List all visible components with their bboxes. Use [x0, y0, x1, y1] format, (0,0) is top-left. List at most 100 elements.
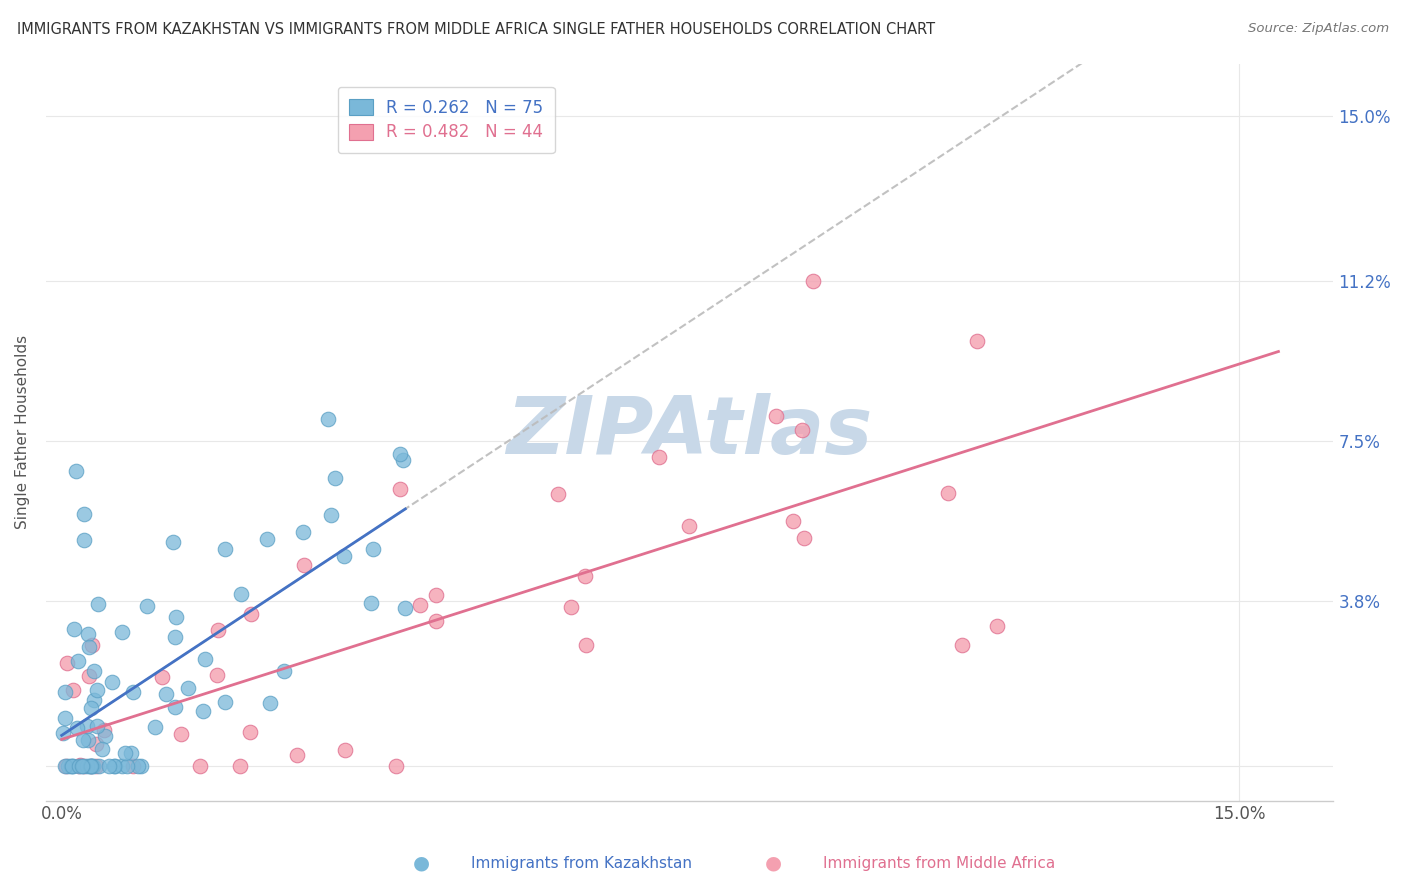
Point: [72, 759, 94, 773]
Point: [67, 759, 90, 773]
Point: [60, 759, 83, 773]
Point: [66, 721, 89, 735]
Point: [62, 683, 84, 698]
Point: [560, 600, 582, 615]
Point: [62, 759, 84, 773]
Point: [239, 725, 262, 739]
Point: [76, 759, 98, 773]
Point: [127, 759, 149, 773]
Text: Immigrants from Kazakhstan: Immigrants from Kazakhstan: [471, 856, 692, 871]
Point: [391, 452, 413, 467]
Point: [162, 534, 184, 549]
Point: [111, 759, 134, 773]
Point: [73, 507, 96, 521]
Point: [188, 759, 211, 773]
Text: ●: ●: [413, 854, 430, 873]
Point: [98, 759, 121, 773]
Point: [648, 450, 671, 464]
Point: [575, 638, 598, 652]
Point: [425, 588, 447, 602]
Point: [79, 759, 101, 773]
Point: [323, 471, 346, 485]
Point: [384, 759, 406, 773]
Point: [163, 700, 186, 714]
Point: [136, 599, 159, 614]
Point: [80, 638, 103, 652]
Text: Immigrants from Middle Africa: Immigrants from Middle Africa: [823, 856, 1054, 871]
Point: [122, 685, 145, 699]
Point: [114, 747, 136, 761]
Point: [177, 681, 200, 695]
Point: [86, 719, 108, 733]
Point: [801, 274, 824, 288]
Point: [143, 720, 166, 734]
Point: [72, 533, 94, 548]
Point: [70, 759, 93, 773]
Point: [231, 587, 253, 601]
Text: ZIPAtlas: ZIPAtlas: [506, 393, 873, 471]
Point: [782, 514, 804, 528]
Text: Source: ZipAtlas.com: Source: ZipAtlas.com: [1249, 22, 1389, 36]
Point: [63, 623, 86, 637]
Point: [55, 711, 77, 725]
Point: [361, 541, 384, 556]
Point: [678, 518, 700, 533]
Point: [103, 759, 125, 773]
Point: [150, 670, 173, 684]
Point: [214, 541, 236, 556]
Point: [239, 607, 262, 622]
Point: [79, 759, 101, 773]
Point: [388, 447, 411, 461]
Point: [77, 669, 100, 683]
Point: [321, 508, 343, 522]
Point: [79, 701, 101, 715]
Point: [285, 747, 308, 762]
Point: [547, 487, 569, 501]
Point: [425, 614, 447, 628]
Point: [129, 759, 152, 773]
Point: [73, 759, 96, 773]
Legend: R = 0.262   N = 75, R = 0.482   N = 44: R = 0.262 N = 75, R = 0.482 N = 44: [337, 87, 554, 153]
Point: [79, 759, 101, 773]
Point: [765, 409, 787, 424]
Point: [94, 729, 117, 743]
Point: [101, 674, 124, 689]
Point: [333, 549, 356, 563]
Point: [83, 664, 105, 678]
Point: [83, 693, 105, 707]
Point: [938, 485, 960, 500]
Point: [65, 464, 87, 478]
Point: [62, 759, 84, 773]
Point: [389, 482, 412, 496]
Point: [191, 704, 214, 718]
Point: [72, 732, 94, 747]
Point: [86, 683, 108, 698]
Point: [84, 759, 107, 773]
Point: [120, 746, 142, 760]
Text: ●: ●: [765, 854, 782, 873]
Point: [52, 726, 75, 740]
Point: [256, 532, 278, 546]
Point: [56, 656, 79, 670]
Point: [986, 619, 1008, 633]
Point: [165, 610, 187, 624]
Point: [121, 759, 143, 773]
Point: [574, 569, 596, 583]
Point: [104, 759, 127, 773]
Point: [333, 743, 356, 757]
Point: [67, 759, 90, 773]
Point: [87, 597, 110, 611]
Point: [76, 627, 98, 641]
Point: [77, 640, 100, 654]
Y-axis label: Single Father Households: Single Father Households: [15, 335, 30, 529]
Point: [194, 652, 217, 666]
Point: [170, 726, 193, 740]
Point: [394, 601, 416, 615]
Point: [409, 598, 432, 612]
Point: [69, 758, 91, 772]
Point: [82, 759, 104, 773]
Point: [53, 685, 76, 699]
Point: [155, 687, 177, 701]
Point: [793, 531, 815, 545]
Point: [294, 558, 316, 572]
